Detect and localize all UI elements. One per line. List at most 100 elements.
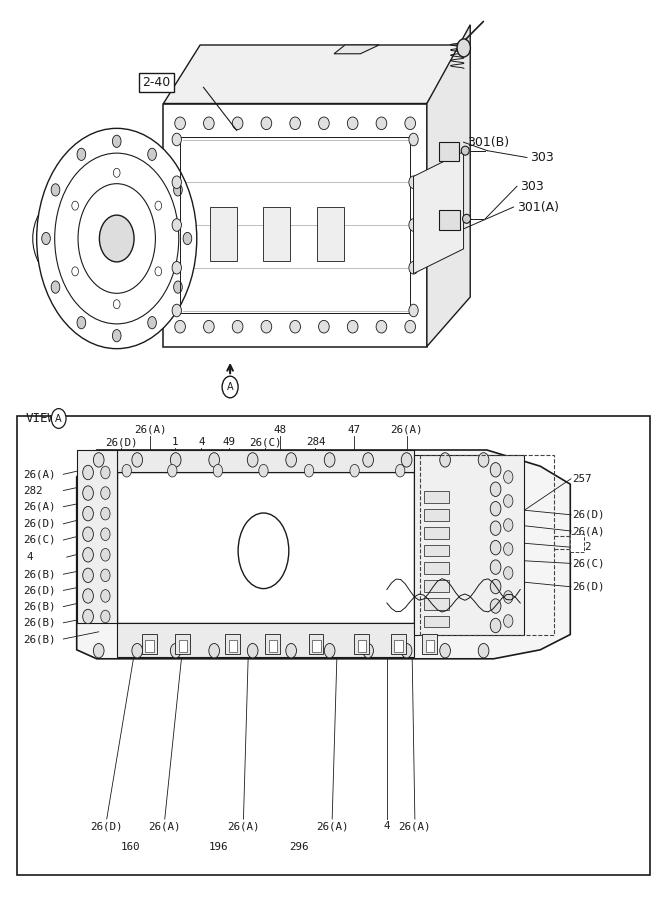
Ellipse shape xyxy=(122,464,131,477)
Ellipse shape xyxy=(462,146,470,155)
Ellipse shape xyxy=(213,464,223,477)
Text: 26(D): 26(D) xyxy=(23,585,56,596)
Ellipse shape xyxy=(112,329,121,342)
Text: VIEW: VIEW xyxy=(25,412,55,425)
Bar xyxy=(570,534,584,552)
Ellipse shape xyxy=(37,129,197,348)
Ellipse shape xyxy=(319,320,329,333)
Ellipse shape xyxy=(132,644,143,658)
Ellipse shape xyxy=(396,464,405,477)
Circle shape xyxy=(51,409,66,428)
Ellipse shape xyxy=(363,453,374,467)
Ellipse shape xyxy=(83,589,93,603)
Ellipse shape xyxy=(490,463,501,477)
Bar xyxy=(424,598,449,609)
Text: 257: 257 xyxy=(572,473,592,484)
Ellipse shape xyxy=(77,148,85,160)
Bar xyxy=(265,634,280,654)
Text: 26(A): 26(A) xyxy=(149,821,181,832)
Bar xyxy=(229,640,237,652)
Ellipse shape xyxy=(490,598,501,613)
Ellipse shape xyxy=(173,184,182,196)
Ellipse shape xyxy=(113,168,120,177)
Ellipse shape xyxy=(289,117,300,130)
Bar xyxy=(210,207,237,261)
Bar xyxy=(175,634,190,654)
Ellipse shape xyxy=(173,281,182,293)
Text: 26(C): 26(C) xyxy=(23,535,56,545)
Text: 26(C): 26(C) xyxy=(572,558,605,569)
Bar xyxy=(145,640,154,652)
Bar xyxy=(424,616,449,627)
Ellipse shape xyxy=(232,117,243,130)
Polygon shape xyxy=(334,45,379,54)
Bar xyxy=(424,491,449,503)
Ellipse shape xyxy=(101,466,110,479)
Ellipse shape xyxy=(405,117,416,130)
Ellipse shape xyxy=(101,569,110,581)
Text: 301(A): 301(A) xyxy=(517,201,559,213)
Ellipse shape xyxy=(478,453,489,467)
Bar xyxy=(414,454,524,634)
Bar xyxy=(117,450,414,472)
Ellipse shape xyxy=(490,521,501,535)
Polygon shape xyxy=(77,450,570,659)
Text: A: A xyxy=(55,413,62,424)
Bar xyxy=(424,580,449,592)
Ellipse shape xyxy=(363,644,374,658)
Circle shape xyxy=(222,376,238,398)
Ellipse shape xyxy=(83,507,93,521)
Ellipse shape xyxy=(409,133,418,146)
Text: 26(D): 26(D) xyxy=(105,437,137,447)
Ellipse shape xyxy=(112,135,121,148)
Ellipse shape xyxy=(209,644,219,658)
Ellipse shape xyxy=(172,262,181,274)
Bar xyxy=(309,634,323,654)
Ellipse shape xyxy=(51,281,60,293)
Ellipse shape xyxy=(101,528,110,541)
Text: 4: 4 xyxy=(384,821,390,832)
Ellipse shape xyxy=(172,304,181,317)
Ellipse shape xyxy=(93,453,104,467)
Ellipse shape xyxy=(83,486,93,500)
Text: 26(A): 26(A) xyxy=(316,821,348,832)
Ellipse shape xyxy=(319,117,329,130)
Ellipse shape xyxy=(147,317,156,328)
Ellipse shape xyxy=(113,300,120,309)
Ellipse shape xyxy=(304,464,313,477)
Ellipse shape xyxy=(101,487,110,500)
Bar xyxy=(317,207,344,261)
Text: 1: 1 xyxy=(172,437,179,447)
Text: A: A xyxy=(227,382,233,392)
Ellipse shape xyxy=(504,615,513,627)
Bar xyxy=(263,207,290,261)
Ellipse shape xyxy=(409,219,418,231)
Bar xyxy=(269,640,277,652)
Ellipse shape xyxy=(72,201,79,211)
Bar xyxy=(77,450,117,623)
Bar xyxy=(225,634,240,654)
Ellipse shape xyxy=(289,320,300,333)
Ellipse shape xyxy=(259,464,268,477)
Ellipse shape xyxy=(409,304,418,317)
Ellipse shape xyxy=(203,320,214,333)
Bar xyxy=(179,640,187,652)
Ellipse shape xyxy=(348,320,358,333)
Polygon shape xyxy=(427,24,470,346)
Bar xyxy=(17,416,650,875)
Ellipse shape xyxy=(170,453,181,467)
Text: 48: 48 xyxy=(273,425,287,435)
Ellipse shape xyxy=(490,618,501,633)
Bar xyxy=(354,634,369,654)
Ellipse shape xyxy=(232,320,243,333)
Ellipse shape xyxy=(101,590,110,602)
Ellipse shape xyxy=(83,609,93,624)
Text: 26(D): 26(D) xyxy=(572,509,605,520)
Text: 26(A): 26(A) xyxy=(391,425,423,435)
Text: 302: 302 xyxy=(572,542,592,553)
Text: 26(D): 26(D) xyxy=(572,581,605,592)
Bar xyxy=(424,544,449,556)
Text: 4: 4 xyxy=(27,552,33,562)
Polygon shape xyxy=(163,104,427,346)
Ellipse shape xyxy=(183,232,192,245)
